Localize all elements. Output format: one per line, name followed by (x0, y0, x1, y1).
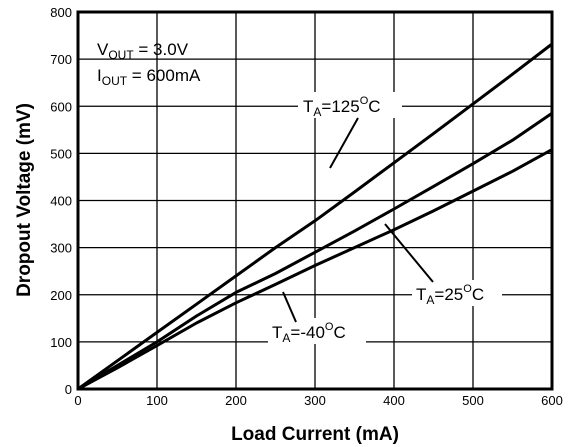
t125-value: =125 (321, 97, 359, 116)
leader-t25 (384, 223, 434, 283)
tm40-symbol: T (272, 323, 282, 342)
series-lines (77, 42, 553, 391)
tm40-value: =-40 (290, 323, 325, 342)
y-tick-label: 100 (50, 335, 72, 350)
x-axis-title: Load Current (mA) (231, 424, 399, 445)
series-line-tm40 (77, 148, 553, 391)
leader-tm40 (282, 291, 297, 323)
leader-t125 (329, 117, 359, 169)
t25-unit: C (472, 285, 484, 304)
series-line-t125 (77, 42, 553, 391)
iout-symbol: I (97, 66, 102, 85)
y-tick-label: 200 (50, 288, 72, 303)
y-tick-label: 700 (50, 52, 72, 67)
label-bg-t125 (298, 92, 402, 118)
y-tick-label: 800 (50, 5, 72, 20)
series-label-tm40: TA=-40OC (272, 321, 346, 345)
iout-subscript: OUT (102, 74, 128, 88)
y-axis-title: Dropout Voltage (mV) (14, 103, 35, 297)
t125-unit: C (368, 97, 380, 116)
x-tick-label: 300 (304, 393, 326, 408)
vout-subscript: OUT (108, 48, 134, 62)
t25-degree: O (463, 283, 472, 295)
x-tick-label: 500 (462, 393, 484, 408)
x-tick-label: 200 (225, 393, 247, 408)
y-tick-label: 300 (50, 241, 72, 256)
tick-labels: 0 100 200 300 400 500 600 0 100 200 300 400 500 600 70… (50, 5, 563, 408)
label-bg-tm40 (268, 318, 366, 344)
t25-symbol: T (416, 285, 426, 304)
y-tick-label: 0 (65, 382, 72, 397)
t125-subscript: A (313, 105, 321, 119)
x-tick-label: 600 (541, 393, 563, 408)
series-line-t25 (77, 112, 553, 391)
t25-value: =25 (434, 285, 463, 304)
x-tick-label: 100 (146, 393, 168, 408)
tm40-unit: C (333, 323, 345, 342)
vout-value: = 3.0V (134, 40, 189, 59)
series-label-t25: TA=25OC (416, 283, 484, 307)
label-bg-t25 (412, 280, 502, 306)
iout-condition: IOUT = 600mA (97, 66, 201, 88)
vout-condition: VOUT = 3.0V (97, 40, 189, 62)
x-tick-label: 400 (383, 393, 405, 408)
plot-frame (76, 10, 554, 391)
t125-symbol: T (303, 97, 313, 116)
iout-value: = 600mA (127, 66, 201, 85)
y-tick-label: 400 (50, 194, 72, 209)
y-tick-label: 600 (50, 99, 72, 114)
x-tick-label: 0 (74, 393, 81, 408)
t125-degree: O (360, 95, 369, 107)
vout-symbol: V (97, 40, 109, 59)
tm40-degree: O (325, 321, 334, 333)
t25-subscript: A (426, 293, 434, 307)
series-label-t125: TA=125OC (303, 95, 381, 119)
tm40-subscript: A (282, 331, 290, 345)
y-tick-label: 500 (50, 146, 72, 161)
